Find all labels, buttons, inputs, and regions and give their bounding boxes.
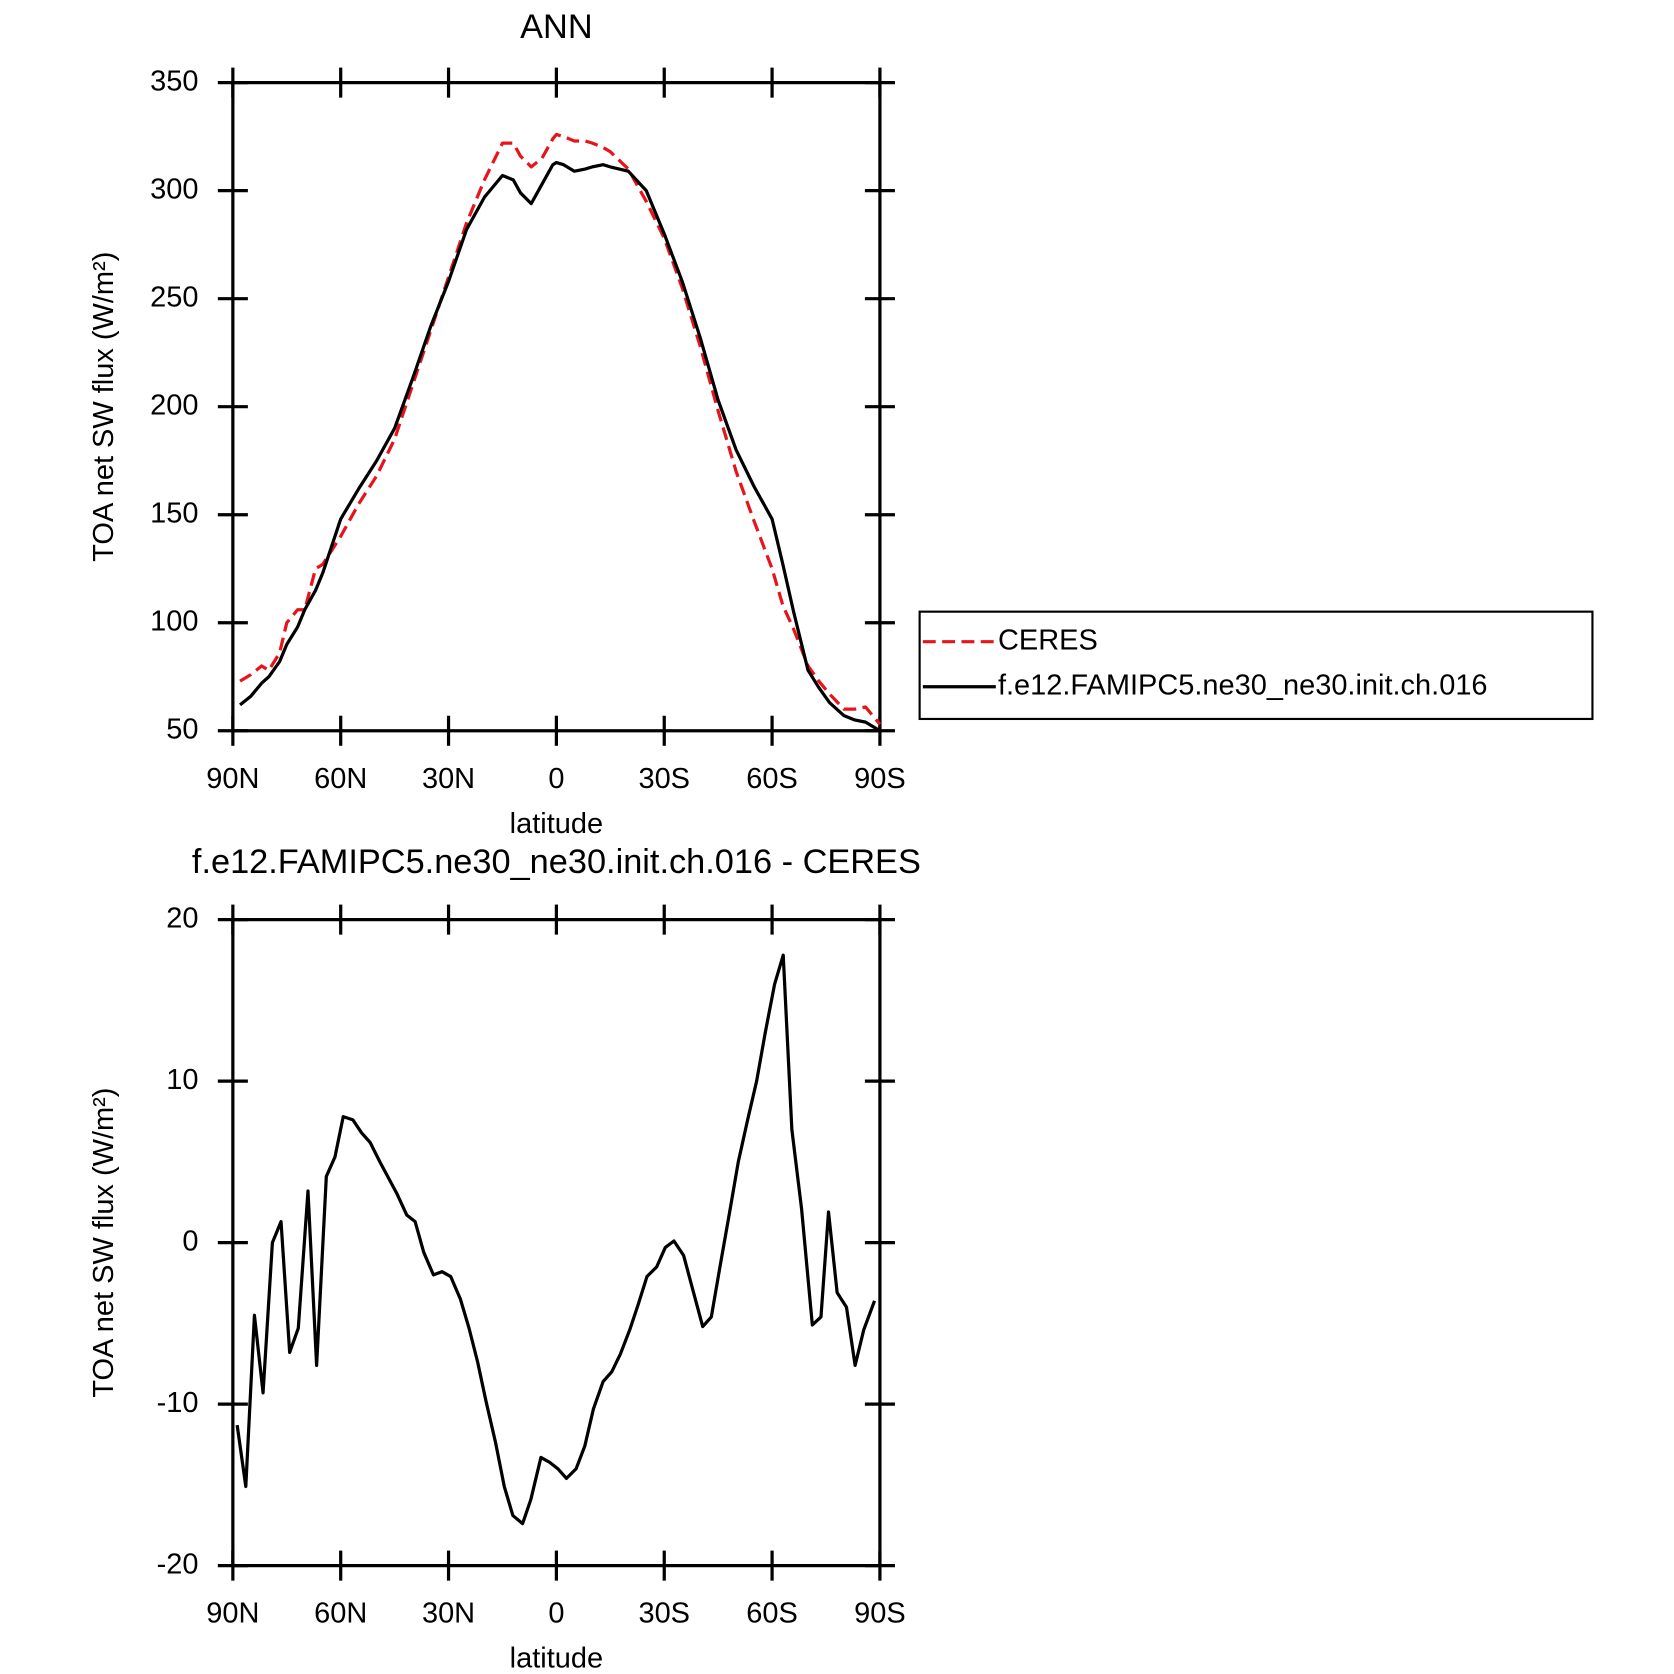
y-tick-label: 250 — [150, 281, 198, 313]
legend-box — [918, 610, 1594, 721]
x-tick-label: 60N — [314, 763, 367, 795]
x-axis-label: latitude — [510, 1643, 603, 1674]
y-axis-label: TOA net SW flux (W/m²) — [88, 1088, 120, 1398]
y-tick-label: 50 — [166, 713, 198, 745]
y-tick-label: 150 — [150, 497, 198, 529]
y-tick-label: -20 — [157, 1548, 199, 1580]
x-tick-label: 30N — [422, 1598, 475, 1630]
x-tick-label: 30S — [638, 763, 690, 795]
chart-title: ANN — [520, 8, 592, 46]
legend: CERES f.e12.FAMIPC5.ne30_ne30.init.ch.016 — [918, 610, 1594, 721]
x-tick-label: 0 — [548, 763, 564, 795]
chart-title: f.e12.FAMIPC5.ne30_ne30.init.ch.016 - CE… — [192, 843, 921, 881]
x-tick-label: 30S — [638, 1598, 690, 1630]
x-axis-label: latitude — [510, 808, 603, 840]
x-tick-label: 90N — [206, 1598, 259, 1630]
data-line — [239, 132, 882, 726]
y-tick-label: 20 — [166, 902, 198, 934]
y-tick-label: 300 — [150, 173, 198, 205]
y-tick-label: 0 — [182, 1225, 198, 1257]
x-tick-label: 90S — [854, 1598, 906, 1630]
data-line — [235, 953, 877, 1526]
plot-frame — [231, 81, 882, 733]
legend-label: f.e12.FAMIPC5.ne30_ne30.init.ch.016 — [998, 669, 1488, 701]
x-tick-label: 60S — [746, 763, 798, 795]
x-tick-label: 60N — [314, 1598, 367, 1630]
x-tick-label: 90N — [206, 763, 259, 795]
x-tick-label: 30N — [422, 763, 475, 795]
y-tick-label: 350 — [150, 65, 198, 97]
y-tick-label: 200 — [150, 389, 198, 421]
y-tick-label: 100 — [150, 605, 198, 637]
x-tick-label: 90S — [854, 763, 906, 795]
x-tick-label: 0 — [548, 1598, 564, 1630]
y-axis-label: TOA net SW flux (W/m²) — [88, 252, 120, 562]
y-tick-label: -10 — [157, 1387, 199, 1419]
legend-label: CERES — [998, 624, 1098, 656]
x-tick-label: 60S — [746, 1598, 798, 1630]
y-tick-label: 10 — [166, 1064, 198, 1096]
data-line — [239, 160, 881, 733]
